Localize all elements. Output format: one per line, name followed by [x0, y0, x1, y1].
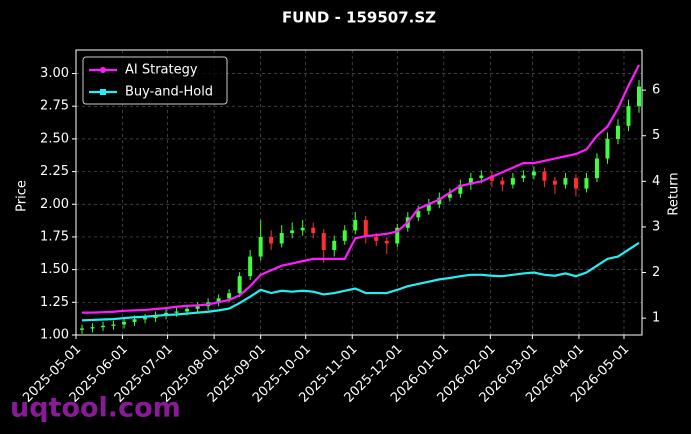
candle-body — [489, 175, 494, 181]
candle-body — [605, 138, 610, 159]
candle-body — [573, 178, 578, 189]
y-tick-label: 2.25 — [40, 164, 69, 179]
y2-tick-label: 1 — [652, 311, 660, 326]
candle-body — [479, 175, 484, 179]
candle-body — [615, 125, 620, 139]
y-tick-label: 1.50 — [40, 262, 69, 277]
candle-body — [584, 178, 589, 189]
y2-tick-label: 4 — [652, 174, 660, 189]
y2-tick-label: 6 — [652, 83, 660, 98]
candle-body — [447, 193, 452, 198]
candle-body — [510, 178, 515, 185]
legend-label: Buy-and-Hold — [125, 85, 213, 100]
candle-body — [521, 175, 526, 179]
candle-body — [437, 197, 442, 205]
candle-body — [332, 240, 337, 251]
candle-body — [122, 321, 127, 325]
candle-body — [531, 171, 536, 176]
y-tick-label: 1.75 — [40, 229, 69, 244]
candle-body — [542, 171, 547, 181]
candle-body — [594, 158, 599, 179]
plot-frame — [75, 49, 643, 336]
legend-marker — [100, 89, 106, 95]
legend-marker — [100, 67, 106, 73]
y-tick-label: 2.00 — [40, 197, 69, 212]
legend-box — [82, 56, 228, 105]
candle-body — [248, 256, 253, 277]
candle-body — [101, 325, 106, 328]
y2-axis-label: Return — [667, 172, 682, 215]
legend-label: AI Strategy — [125, 63, 198, 78]
candle-body — [311, 227, 316, 234]
y-tick-label: 3.00 — [40, 66, 69, 81]
candle-body — [458, 184, 463, 194]
candle-body — [321, 233, 326, 251]
candle-body — [374, 236, 379, 241]
watermark: uqtool.com — [10, 393, 181, 424]
candle-body — [426, 204, 431, 211]
candle-body — [111, 324, 116, 326]
candle-body — [353, 219, 358, 231]
candle-body — [279, 233, 284, 244]
chart-title: FUND - 159507.SZ — [282, 9, 436, 27]
candle-body — [132, 319, 137, 322]
y-tick-label: 2.50 — [40, 131, 69, 146]
candle-body — [563, 178, 568, 185]
candle-body — [143, 318, 148, 320]
candle-body — [636, 86, 641, 107]
candle-body — [174, 311, 179, 313]
candle-body — [395, 227, 400, 244]
y2-tick-label: 3 — [652, 219, 660, 234]
candle-body — [237, 276, 242, 294]
candle-body — [552, 180, 557, 185]
y-tick-label: 2.75 — [40, 99, 69, 114]
y-tick-label: 1.25 — [40, 295, 69, 310]
candle-body — [185, 308, 190, 312]
candle-body — [258, 236, 263, 257]
series-line — [81, 241, 640, 322]
candle-body — [300, 227, 305, 231]
candle-body — [290, 230, 295, 234]
y2-tick-label: 2 — [652, 265, 660, 280]
candle-body — [416, 210, 421, 218]
candle-body — [468, 178, 473, 185]
candle-body — [384, 240, 389, 244]
candle-body — [626, 106, 631, 126]
y-tick-label: 1.00 — [40, 328, 69, 343]
candle-body — [80, 328, 85, 330]
candle-body — [342, 230, 347, 241]
candle-body — [500, 180, 505, 185]
series-line — [82, 64, 640, 314]
candle-body — [216, 298, 221, 303]
y2-tick-label: 5 — [652, 128, 660, 143]
candle-body — [90, 327, 95, 329]
candle-body — [363, 219, 368, 237]
candle-body — [195, 306, 200, 309]
candle-body — [269, 236, 274, 244]
candle-body — [227, 293, 232, 299]
y-axis-label: Price — [15, 180, 30, 212]
